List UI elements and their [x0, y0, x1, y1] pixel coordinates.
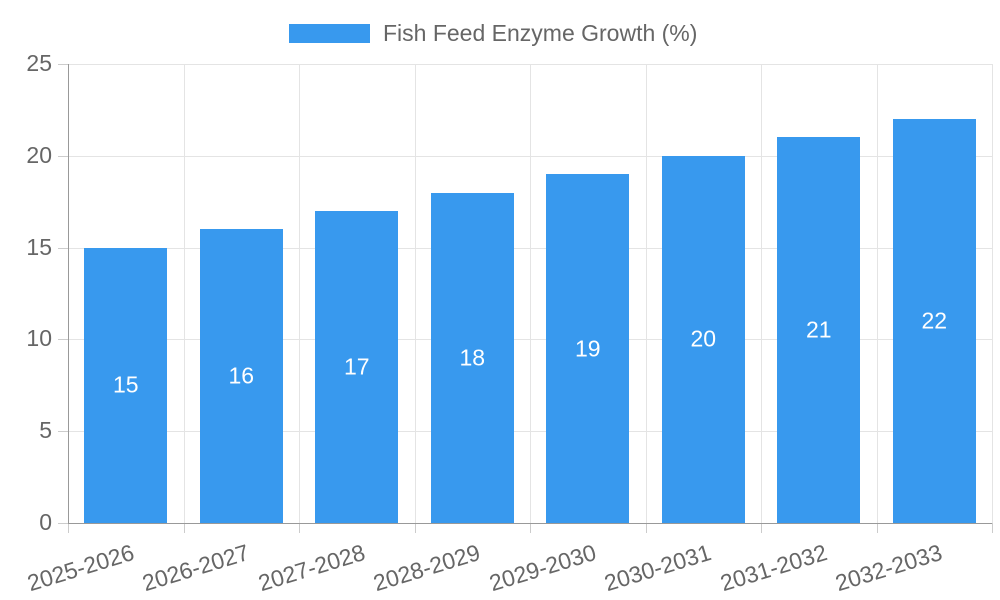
- x-gridline: [414, 64, 416, 523]
- legend-label: Fish Feed Enzyme Growth (%): [383, 20, 698, 46]
- x-tick-mark: [183, 523, 185, 533]
- x-tick-label: 2032-2033: [832, 539, 946, 597]
- x-tick-mark: [992, 523, 993, 533]
- y-tick-mark: [58, 339, 68, 341]
- x-tick-mark: [414, 523, 416, 533]
- y-tick-mark: [58, 247, 68, 249]
- bar: [430, 192, 514, 523]
- bar-value-label: 19: [574, 335, 601, 362]
- bar-value-label: 22: [921, 307, 948, 334]
- bar-value-label: 20: [690, 325, 717, 352]
- x-tick-mark: [645, 523, 647, 533]
- bar-value-label: 21: [805, 316, 832, 343]
- x-gridline: [530, 64, 531, 523]
- chart-legend[interactable]: Fish Feed Enzyme Growth (%): [289, 20, 697, 46]
- bar: [546, 174, 630, 523]
- bar: [892, 119, 976, 523]
- x-tick-label: 2028-2029: [370, 539, 484, 597]
- y-tick-label: 10: [26, 325, 52, 352]
- bar: [199, 229, 283, 523]
- y-tick-label: 15: [26, 233, 52, 260]
- legend-swatch: [289, 23, 370, 43]
- bar-value-label: 15: [112, 371, 139, 398]
- x-axis-line: [68, 523, 992, 524]
- x-tick-label: 2029-2030: [485, 539, 599, 597]
- x-tick-mark: [761, 523, 762, 533]
- y-tick-label: 20: [26, 141, 52, 168]
- bar-value-label: 18: [459, 344, 486, 371]
- x-gridline: [183, 64, 185, 523]
- y-tick-mark: [58, 64, 68, 65]
- y-axis-line: [68, 64, 69, 523]
- x-tick-mark: [876, 523, 878, 533]
- y-tick-mark: [58, 155, 68, 157]
- x-gridline: [645, 64, 647, 523]
- x-tick-mark: [299, 523, 300, 533]
- y-tick-label: 25: [26, 50, 52, 77]
- x-gridline: [761, 64, 762, 523]
- x-tick-mark: [530, 523, 531, 533]
- y-tick-label: 5: [39, 417, 52, 444]
- x-gridline: [992, 64, 993, 523]
- x-tick-label: 2030-2031: [601, 539, 715, 597]
- y-tick-label: 0: [39, 509, 52, 536]
- x-tick-label: 2026-2027: [139, 539, 253, 597]
- bar: [84, 247, 168, 523]
- bar-value-label: 16: [228, 362, 255, 389]
- bar-value-label: 17: [343, 353, 370, 380]
- x-gridline: [299, 64, 300, 523]
- x-tick-label: 2025-2026: [23, 539, 137, 597]
- x-tick-mark: [68, 523, 69, 533]
- x-tick-label: 2027-2028: [254, 539, 368, 597]
- y-tick-mark: [58, 523, 68, 524]
- x-gridline: [876, 64, 878, 523]
- y-tick-mark: [58, 431, 68, 433]
- bar: [661, 155, 745, 523]
- bar: [777, 137, 861, 523]
- bar: [315, 210, 399, 523]
- x-tick-label: 2031-2032: [716, 539, 830, 597]
